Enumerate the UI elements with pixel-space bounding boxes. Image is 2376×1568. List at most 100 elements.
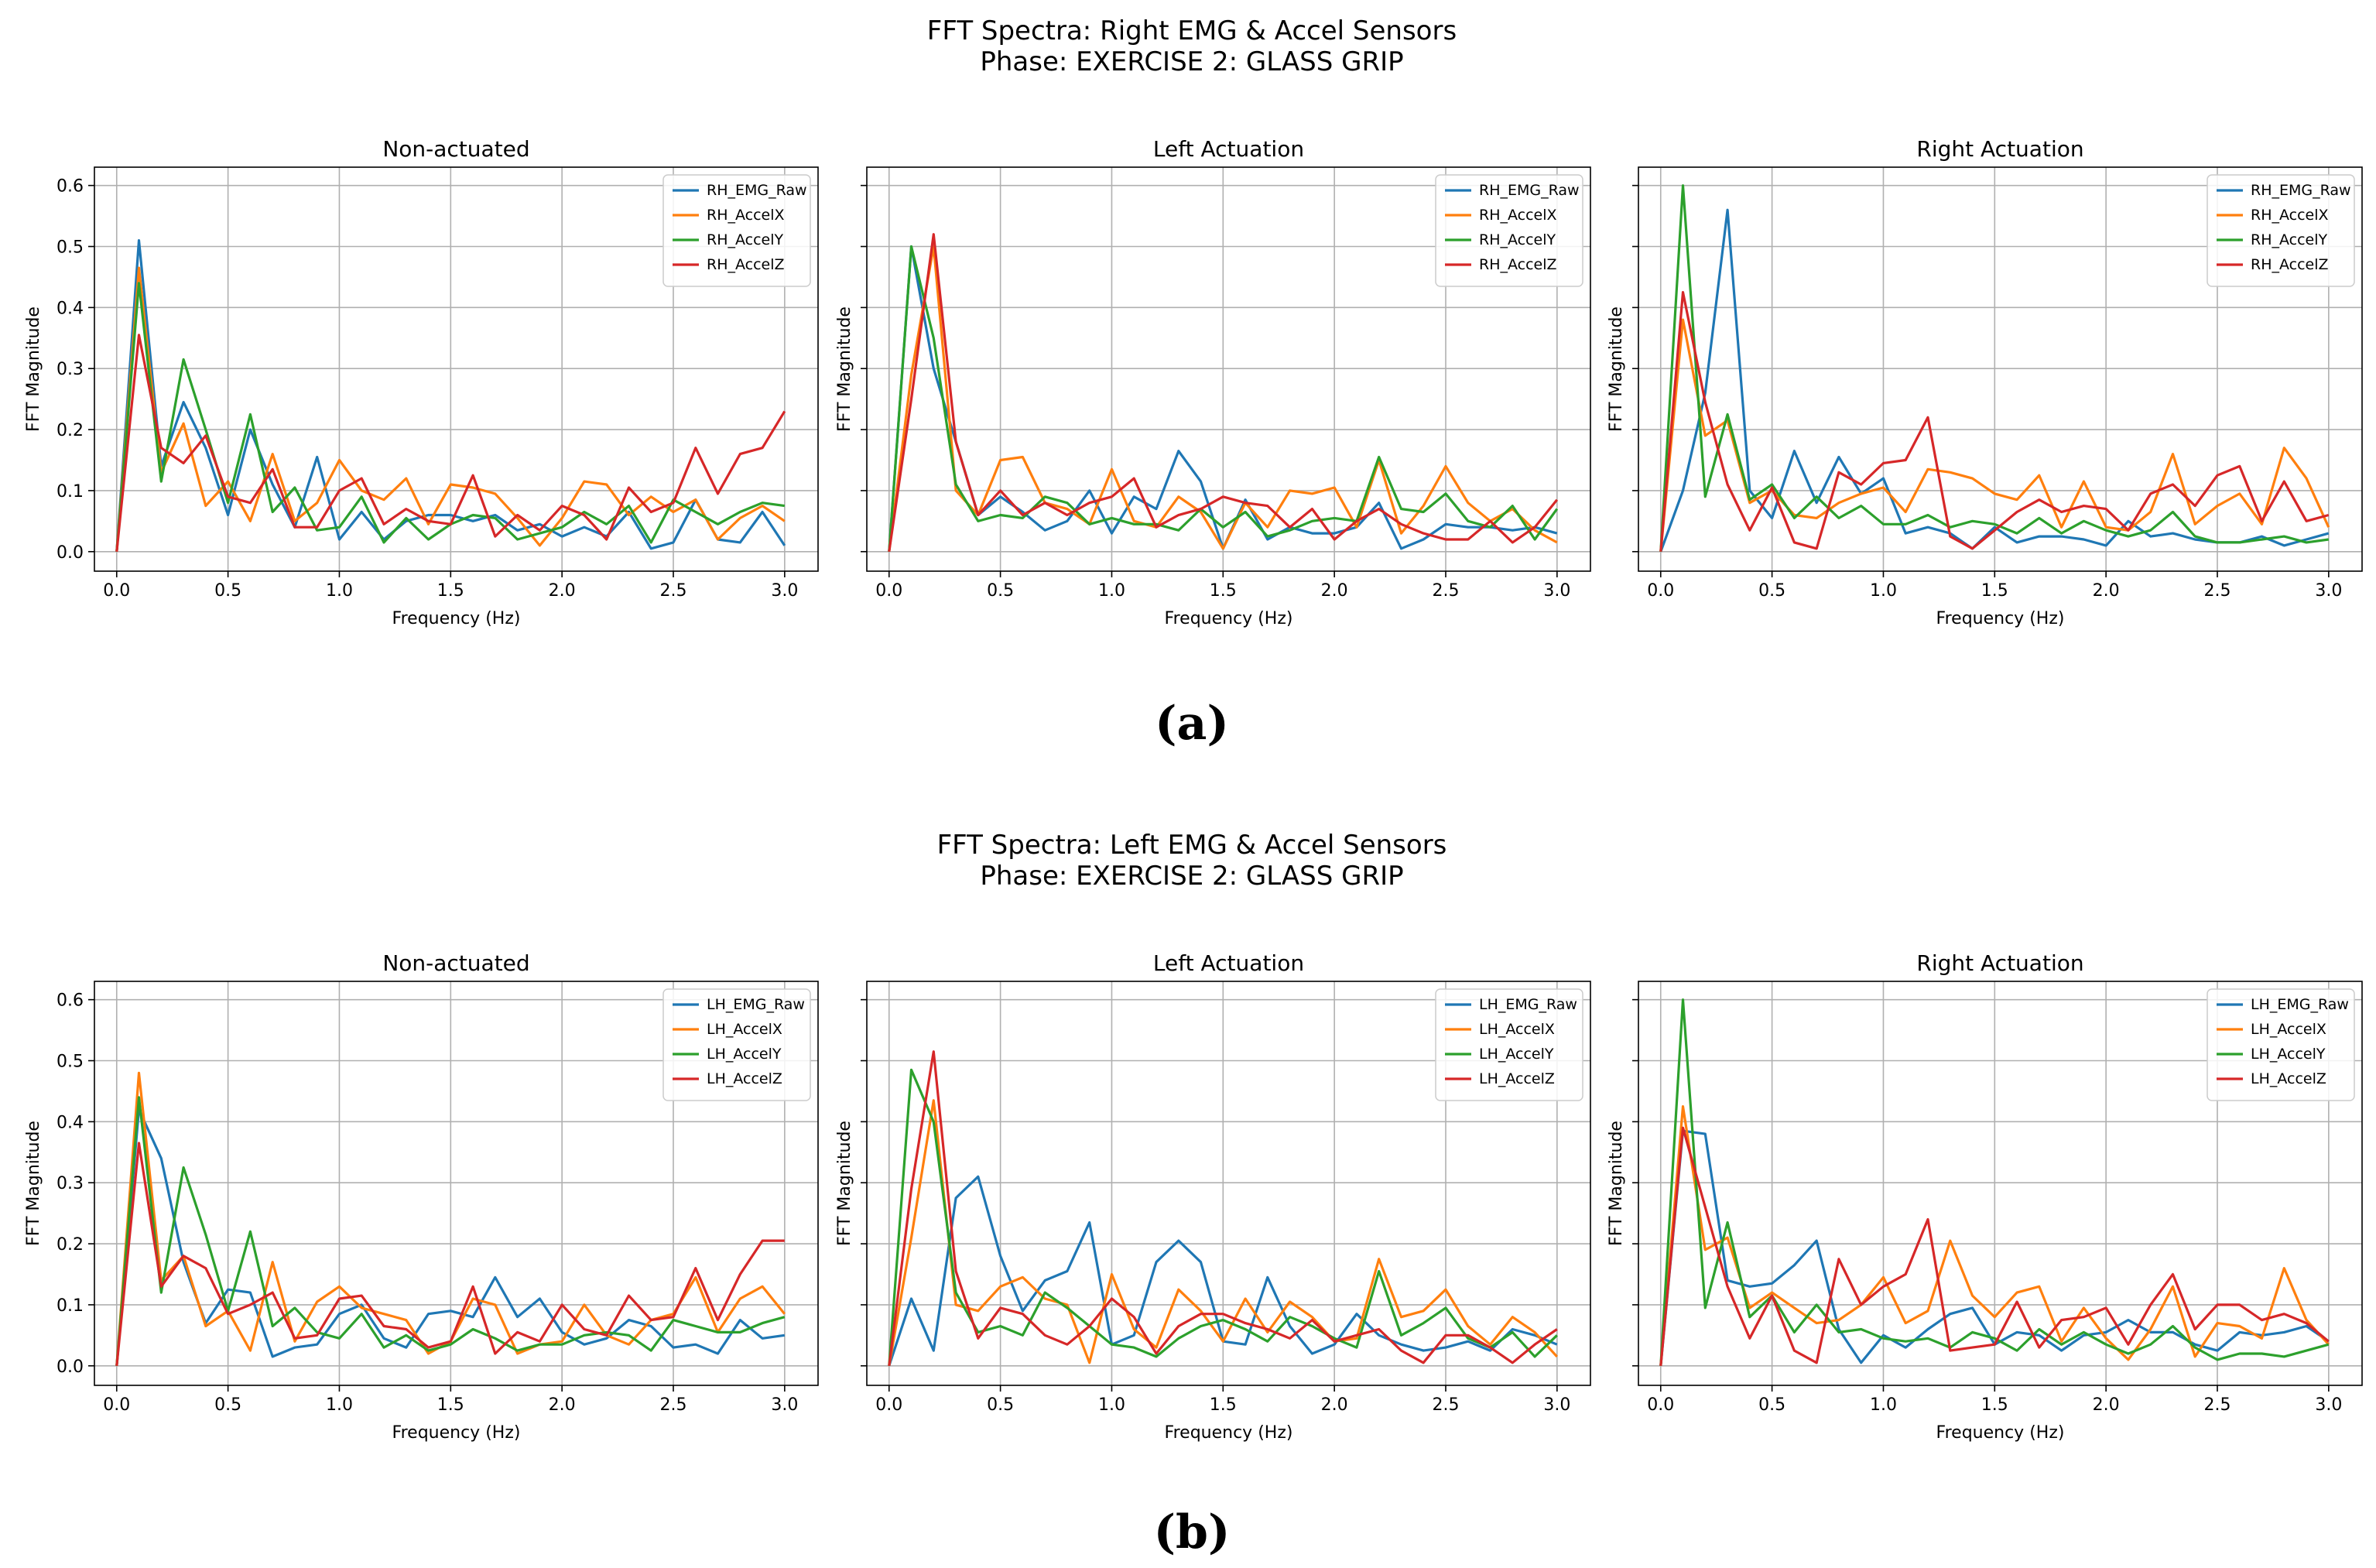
legend-label: LH_AccelX [1479,1021,1555,1038]
x-tick-label: 1.0 [1870,581,1897,601]
x-tick-label: 1.5 [437,1395,464,1415]
series-line-rh-accelx [888,245,1558,552]
legend-label: RH_AccelZ [1479,256,1557,273]
legend-label: LH_EMG_Raw [2251,996,2349,1013]
series-line-rh-accely [888,245,1559,552]
legend-label: LH_AccelY [1479,1046,1554,1063]
figure-subtitle: Phase: EXERCISE 2: GLASS GRIP [980,861,1403,892]
x-axis-label: Frequency (Hz) [392,609,521,628]
y-axis-label: FFT Magnitude [1607,306,1626,432]
x-tick-label: 0.5 [987,581,1014,601]
y-tick-label: 0.3 [56,1174,84,1193]
legend-label: LH_AccelY [707,1046,782,1063]
legend-label: RH_EMG_Raw [1479,182,1580,199]
figure-group-b: FFT Spectra: Left EMG & Accel SensorsPha… [24,830,2363,1559]
x-tick-label: 3.0 [771,581,798,601]
legend-label: LH_AccelZ [1479,1070,1555,1087]
legend-label: LH_AccelZ [707,1070,782,1087]
series-line-rh-accelx [115,266,786,552]
series-line-lh-accelz [1659,1126,2330,1366]
legend-label: RH_AccelX [707,207,785,224]
x-tick-label: 0.5 [1758,1395,1785,1415]
x-tick-label: 3.0 [1543,1395,1570,1415]
x-axis-label: Frequency (Hz) [1165,1423,1293,1443]
panel-title: Non-actuated [382,950,529,976]
legend-label: LH_EMG_Raw [1479,996,1577,1013]
x-tick-label: 1.5 [437,581,464,601]
y-tick-label: 0.2 [56,421,84,440]
legend: RH_EMG_Raw RH_AccelX RH_AccelY RH_AccelZ [662,174,811,287]
x-tick-label: 0.5 [987,1395,1014,1415]
figure-title: FFT Spectra: Left EMG & Accel Sensors [937,830,1447,861]
series-line-rh-accelz [115,334,786,552]
legend-label: LH_EMG_Raw [707,996,805,1013]
x-tick-label: 0.5 [214,1395,241,1415]
panel-title: Left Actuation [1153,950,1304,976]
legend: LH_EMG_Raw LH_AccelX LH_AccelY LH_AccelZ [1435,988,1583,1101]
x-tick-label: 0.0 [103,1395,130,1415]
y-tick-label: 0.1 [56,1296,84,1316]
figure-caption: (b) [1154,1505,1231,1559]
x-tick-label: 2.5 [2204,1395,2231,1415]
series-line-lh-accely [888,1068,1558,1366]
legend-box [1435,174,1583,287]
y-tick-label: 0.6 [56,177,84,197]
y-tick-label: 0.6 [56,991,84,1011]
x-tick-label: 2.5 [660,581,687,601]
legend-label: RH_EMG_Raw [2251,182,2351,199]
legend-label: LH_AccelX [707,1021,782,1038]
y-axis-label: FFT Magnitude [24,1121,43,1246]
panel-title: Non-actuated [382,136,529,162]
y-tick-label: 0.4 [56,299,84,318]
x-axis-label: Frequency (Hz) [1936,609,2065,628]
x-tick-label: 2.0 [2093,581,2120,601]
x-tick-label: 0.5 [214,581,241,601]
series-line-lh-emg-raw [115,1108,786,1366]
legend-label: RH_AccelY [707,231,784,248]
x-tick-label: 2.5 [1433,581,1460,601]
y-axis-label: FFT Magnitude [1607,1121,1626,1246]
legend-label: LH_AccelX [2251,1021,2326,1038]
y-axis-label: FFT Magnitude [835,306,854,432]
y-tick-label: 0.1 [56,482,84,502]
series-line-rh-accelz [888,233,1559,553]
series-line-lh-accelz [115,1142,785,1366]
y-tick-label: 0.0 [56,543,84,563]
panel-non-actuated: Non-actuated 0.0 0.5 1.0 1.5 2.0 2.5 3.0 0.0 0.1 0… [24,136,819,628]
y-axis-label: FFT Magnitude [24,306,43,432]
x-tick-label: 2.0 [2093,1395,2120,1415]
legend-box [662,988,811,1101]
panel-title: Right Actuation [1916,136,2083,162]
x-tick-label: 2.5 [660,1395,687,1415]
x-tick-label: 3.0 [2315,581,2342,601]
x-tick-label: 0.0 [1647,581,1674,601]
legend-label: RH_AccelZ [707,256,785,273]
x-tick-label: 2.5 [2204,581,2231,601]
y-tick-label: 0.0 [56,1357,84,1377]
legend-box [2207,988,2355,1101]
panel-left-actuation: Left Actuation 0.0 0.5 1.0 1.5 2.0 2.5 3.0 Frequ… [835,950,1591,1443]
figure-group-a: FFT Spectra: Right EMG & Accel SensorsPh… [24,15,2363,751]
x-tick-label: 1.5 [1981,1395,2008,1415]
panel-title: Left Actuation [1153,136,1304,162]
series-line-lh-accely [115,1096,786,1366]
x-tick-label: 1.0 [326,581,353,601]
x-tick-label: 1.5 [1981,581,2008,601]
x-tick-label: 1.5 [1210,581,1237,601]
x-tick-label: 0.5 [1758,581,1785,601]
legend-label: LH_AccelZ [2251,1070,2326,1087]
legend: RH_EMG_Raw RH_AccelX RH_AccelY RH_AccelZ [1435,174,1583,287]
legend: LH_EMG_Raw LH_AccelX LH_AccelY LH_AccelZ [2207,988,2355,1101]
y-tick-label: 0.2 [56,1235,84,1255]
panel-non-actuated: Non-actuated 0.0 0.5 1.0 1.5 2.0 2.5 3.0 0.0 0.1 0… [24,950,819,1443]
series-line-rh-accely [1659,184,2330,552]
x-tick-label: 0.0 [875,1395,902,1415]
x-axis-label: Frequency (Hz) [1165,609,1293,628]
x-tick-label: 2.0 [1321,1395,1348,1415]
x-tick-label: 2.5 [1433,1395,1460,1415]
legend-label: RH_AccelY [2251,231,2328,248]
y-tick-label: 0.5 [56,1053,84,1072]
panel-left-actuation: Left Actuation 0.0 0.5 1.0 1.5 2.0 2.5 3.0 Frequ… [835,136,1591,628]
x-tick-label: 1.0 [1098,581,1125,601]
x-axis-label: Frequency (Hz) [392,1423,521,1443]
